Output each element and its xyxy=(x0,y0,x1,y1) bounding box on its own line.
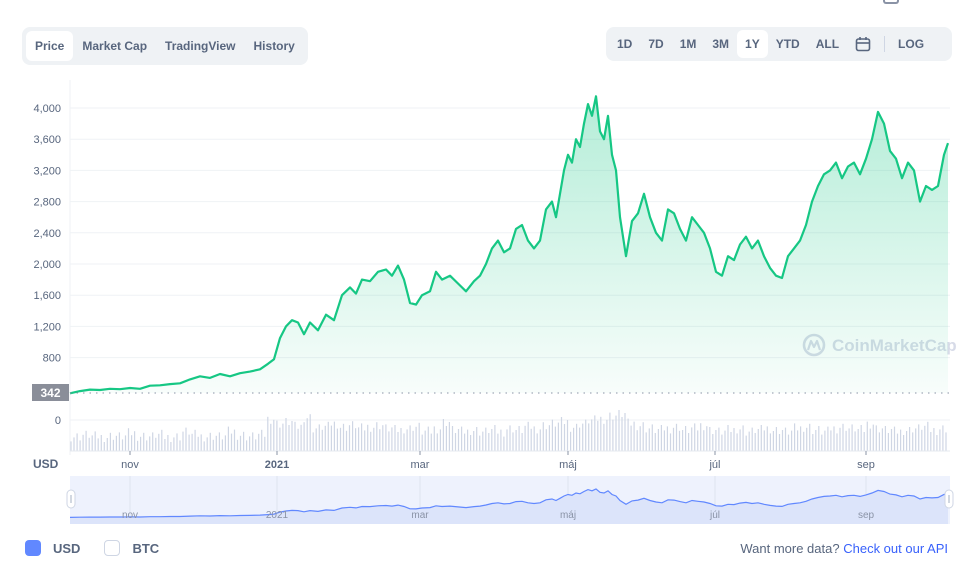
svg-text:sep: sep xyxy=(857,459,875,471)
price-area-fill xyxy=(70,96,948,394)
chart-view-tabs: Price Market Cap TradingView History xyxy=(22,27,308,65)
svg-text:máj: máj xyxy=(559,459,577,471)
range-1m-button[interactable]: 1M xyxy=(679,37,697,51)
range-1d-button[interactable]: 1D xyxy=(617,37,633,51)
api-promo: Want more data? Check out our API xyxy=(740,541,948,556)
svg-text:1,200: 1,200 xyxy=(33,321,61,333)
range-navigator[interactable]: nov 2021 mar máj júl sep xyxy=(66,476,954,524)
navigator-left-handle[interactable] xyxy=(66,489,76,509)
svg-text:mar: mar xyxy=(411,510,429,521)
usd-checkbox[interactable] xyxy=(25,540,41,556)
svg-text:máj: máj xyxy=(560,510,576,521)
svg-text:2021: 2021 xyxy=(265,459,289,471)
api-prompt-text: Want more data? xyxy=(740,541,840,556)
y-axis-labels: 0 800 1,200 1,600 2,000 2,400 2,800 3,200 3,600 4… xyxy=(33,103,61,427)
svg-text:1,600: 1,600 xyxy=(33,290,61,302)
legend-btc-toggle[interactable]: BTC xyxy=(104,540,159,556)
btc-checkbox[interactable] xyxy=(104,540,121,556)
svg-text:3,200: 3,200 xyxy=(33,165,61,177)
log-scale-button[interactable]: LOG xyxy=(898,37,925,51)
tab-tradingview[interactable]: TradingView xyxy=(165,39,236,53)
legend-usd-toggle[interactable]: USD xyxy=(25,540,80,556)
svg-text:4,000: 4,000 xyxy=(33,103,61,115)
svg-text:2,000: 2,000 xyxy=(33,259,61,271)
range-7d-button[interactable]: 7D xyxy=(648,37,664,51)
range-all-button[interactable]: ALL xyxy=(815,37,840,51)
price-chart[interactable]: 0 800 1,200 1,600 2,000 2,400 2,800 3,200 3,600 4… xyxy=(0,0,967,530)
price-line xyxy=(69,95,950,395)
calendar-icon[interactable] xyxy=(847,30,879,58)
btc-label: BTC xyxy=(132,540,160,556)
usd-label: USD xyxy=(53,540,81,556)
api-link[interactable]: Check out our API xyxy=(843,541,948,556)
tab-history[interactable]: History xyxy=(253,39,295,53)
svg-text:800: 800 xyxy=(43,353,61,365)
svg-text:342: 342 xyxy=(40,386,60,400)
svg-text:nov: nov xyxy=(121,459,139,471)
tab-market-cap[interactable]: Market Cap xyxy=(82,39,148,53)
currency-label: USD xyxy=(33,457,59,471)
x-axis-labels: nov 2021 mar máj júl sep xyxy=(121,451,875,471)
svg-text:sep: sep xyxy=(858,510,875,521)
fullscreen-icon[interactable] xyxy=(883,0,899,4)
svg-text:2021: 2021 xyxy=(266,510,289,521)
current-price-marker: 342 xyxy=(32,384,69,401)
range-1y-button[interactable]: 1Y xyxy=(737,30,768,58)
svg-text:0: 0 xyxy=(55,415,61,427)
svg-text:júl: júl xyxy=(709,510,720,521)
svg-text:mar: mar xyxy=(411,459,430,471)
tab-price[interactable]: Price xyxy=(26,31,74,61)
svg-text:júl: júl xyxy=(708,459,720,471)
svg-text:3,600: 3,600 xyxy=(33,134,61,146)
volume-bars xyxy=(70,410,947,451)
time-range-selector: 1D 7D 1M 3M 1Y YTD ALL LOG xyxy=(606,27,952,61)
range-divider xyxy=(884,36,886,52)
svg-text:2,400: 2,400 xyxy=(33,228,61,240)
svg-text:2,800: 2,800 xyxy=(33,197,61,209)
range-3m-button[interactable]: 3M xyxy=(712,37,730,51)
currency-legend: USD BTC xyxy=(25,540,173,556)
svg-text:nov: nov xyxy=(122,510,138,521)
navigator-right-handle[interactable] xyxy=(944,489,954,509)
range-ytd-button[interactable]: YTD xyxy=(775,37,800,51)
